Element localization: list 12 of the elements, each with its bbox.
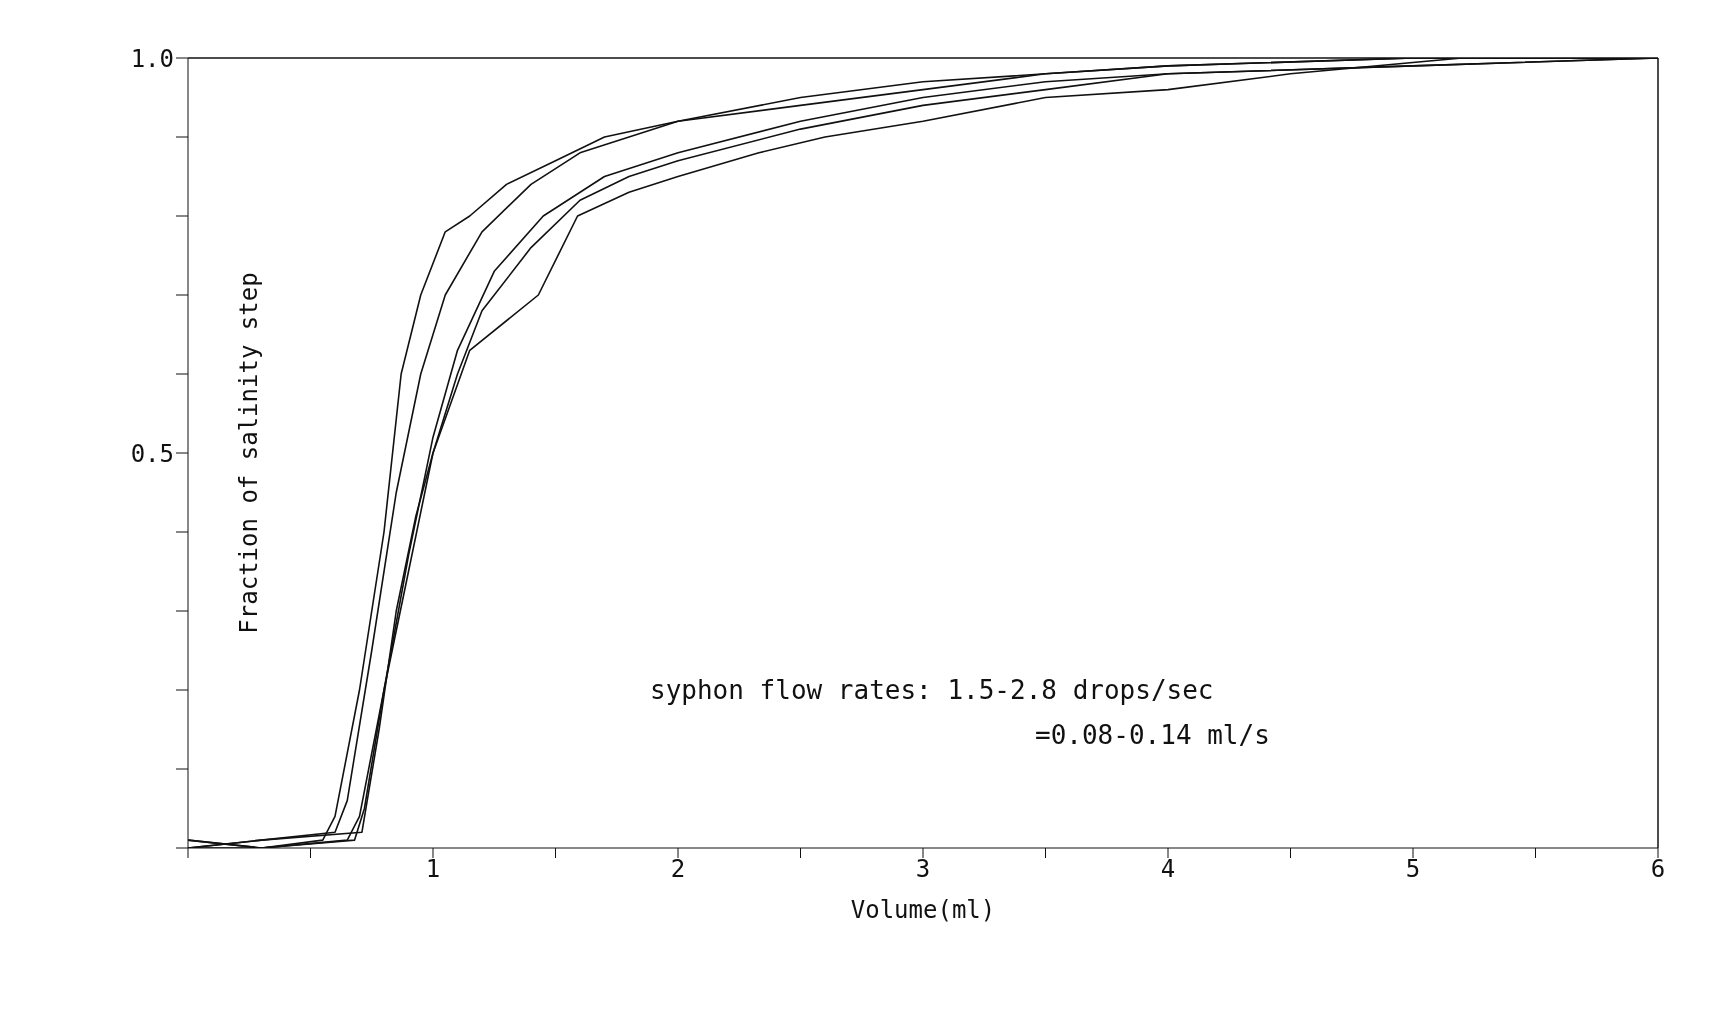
x-tick-label: 4: [1160, 855, 1176, 884]
x-tick-label: 2: [670, 855, 686, 884]
x-axis-title: Volume(ml): [850, 896, 996, 924]
x-tick-label: 5: [1405, 855, 1421, 884]
x-tick-label: 3: [915, 855, 931, 884]
y-axis-title: Fraction of salinity step: [234, 272, 263, 634]
y-tick-label: 1.0: [130, 44, 174, 73]
annotation: syphon flow rates: 1.5-2.8 drops/sec: [650, 674, 1214, 705]
y-tick-label: 0.5: [130, 439, 174, 468]
x-tick-label: 6: [1650, 855, 1666, 884]
annotation: =0.08-0.14 ml/s: [1035, 719, 1270, 750]
x-tick-label: 1: [425, 855, 441, 884]
